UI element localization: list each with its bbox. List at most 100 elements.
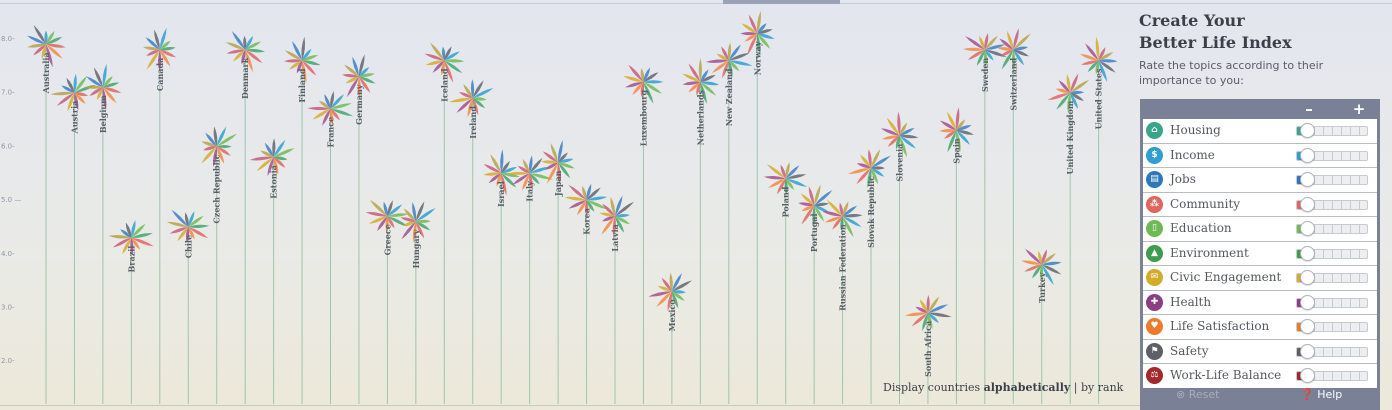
flower-petal	[768, 178, 786, 189]
country-flower[interactable]: Brazil	[108, 220, 154, 404]
country-flower[interactable]: Japan	[541, 139, 576, 404]
country-flower[interactable]: Sweden	[962, 33, 1007, 404]
country-label: Turkey	[1037, 272, 1047, 303]
country-flower[interactable]: United States	[1079, 36, 1118, 404]
flower-petal	[1087, 60, 1099, 73]
flower-petal	[1006, 30, 1014, 50]
topic-slider-handle[interactable]	[1299, 368, 1315, 383]
sort-by-rank-link[interactable]: by rank	[1081, 381, 1124, 394]
country-flower[interactable]: Slovak Republic	[847, 148, 891, 404]
scale-icon: ⚖	[1146, 367, 1163, 384]
flower-petal	[401, 221, 416, 240]
flower-petal	[302, 60, 321, 66]
country-flower[interactable]: Chile	[166, 209, 210, 404]
topic-slider-handle[interactable]	[1299, 270, 1315, 285]
flower-petal	[757, 29, 773, 34]
flower-petal	[1070, 92, 1079, 109]
flower-petal	[44, 30, 48, 45]
flower-petal	[131, 233, 153, 238]
flower-petal	[648, 291, 672, 297]
panel-subtitle: Rate the topics according to their impor…	[1139, 59, 1324, 87]
flower-petal	[643, 72, 659, 82]
country-flower[interactable]: South Africa	[905, 294, 952, 404]
country-label: Latvia	[610, 224, 620, 251]
country-flower[interactable]: Korea	[564, 183, 609, 404]
flower-petal	[871, 148, 881, 168]
country-flower[interactable]: Austria	[50, 73, 97, 404]
topic-slider-handle[interactable]	[1299, 319, 1315, 334]
flower-petal	[131, 237, 154, 247]
flower-petal	[517, 165, 530, 174]
flower-petal	[915, 306, 928, 313]
flower-petal	[766, 164, 786, 179]
flower-petal	[582, 185, 587, 201]
flower-petal	[46, 30, 55, 45]
flower-petal	[939, 129, 957, 133]
flower-petal	[273, 156, 288, 161]
flower-petal	[365, 212, 388, 217]
plus-button[interactable]: +	[1352, 100, 1366, 118]
flower-petal	[856, 167, 872, 185]
country-flower[interactable]: France	[307, 91, 354, 404]
country-flower[interactable]: Australia	[26, 24, 66, 404]
country-flower[interactable]: Estonia	[249, 138, 296, 404]
topic-slider-handle[interactable]	[1299, 123, 1315, 138]
flower-petal	[312, 108, 331, 120]
flower-petal	[1013, 49, 1025, 66]
country-flower[interactable]: Greece	[365, 199, 409, 404]
topic-row: ⁂ Community	[1143, 193, 1377, 217]
flower-petal	[232, 49, 246, 62]
country-flower[interactable]: Switzerland	[997, 28, 1032, 404]
flower-petal	[785, 178, 808, 187]
country-flower[interactable]: Portugal	[798, 184, 833, 404]
country-flower[interactable]: Belgium	[84, 63, 122, 404]
country-flower[interactable]: Slovenia	[880, 111, 919, 404]
flower-petal	[158, 49, 162, 72]
country-flower[interactable]: Poland	[763, 162, 808, 404]
topic-slider-handle[interactable]	[1299, 245, 1315, 261]
country-flower[interactable]: Latvia	[599, 195, 635, 404]
reset-label: Reset	[1188, 388, 1220, 401]
country-flower[interactable]: Norway	[740, 10, 775, 404]
topic-slider-handle[interactable]	[1299, 196, 1315, 212]
country-flower[interactable]: New Zealand	[705, 42, 753, 404]
country-flower[interactable]: Russian Federation	[822, 199, 863, 404]
country-label: United States	[1094, 68, 1104, 129]
country-flower[interactable]: Germany	[342, 54, 376, 404]
country-flower[interactable]: United Kingdom	[1047, 73, 1090, 404]
country-flower[interactable]: Israel	[483, 149, 520, 404]
flower-petal	[671, 272, 682, 292]
flower-chart: 8.0-7.0-6.0-5.0 —4.0-3.0-2.0- AustraliaA…	[1, 10, 1118, 404]
country-flower[interactable]: Turkey	[1021, 248, 1062, 404]
country-flower[interactable]: Ireland	[449, 79, 494, 404]
topic-slider-handle[interactable]	[1299, 221, 1315, 236]
flower-petal	[415, 219, 431, 223]
flower-petal	[1041, 253, 1056, 265]
flower-petal	[256, 157, 274, 172]
flower-petal	[201, 141, 217, 147]
topic-slider-handle[interactable]	[1299, 172, 1315, 187]
country-flower[interactable]: Finland	[284, 36, 321, 404]
country-flower[interactable]: Iceland	[424, 41, 465, 404]
reset-button[interactable]: ⊗ Reset	[1176, 388, 1219, 401]
country-flower[interactable]: Mexico	[648, 272, 693, 404]
topic-slider-handle[interactable]	[1299, 294, 1315, 310]
country-flower[interactable]: Netherlands	[682, 57, 720, 404]
country-flower[interactable]: Denmark	[225, 30, 266, 404]
flower-petal	[661, 277, 672, 292]
help-button[interactable]: ❓ Help	[1300, 388, 1342, 401]
country-flower[interactable]: Spain	[939, 107, 974, 404]
topic-row: ✉ Civic Engagement	[1143, 266, 1377, 291]
flower-petal	[1012, 49, 1016, 71]
topic-slider-handle[interactable]	[1299, 343, 1315, 359]
country-flower[interactable]: Canada	[143, 27, 177, 404]
topic-slider-handle[interactable]	[1299, 147, 1315, 163]
flower-petal	[558, 158, 574, 163]
minus-button[interactable]: –	[1305, 100, 1313, 118]
country-flower[interactable]: Luxembourg	[623, 64, 664, 404]
country-flower[interactable]: Italy	[506, 155, 554, 404]
country-flower[interactable]: Hungary	[400, 201, 437, 404]
active-tab-indicator[interactable]	[723, 0, 840, 4]
country-flower[interactable]: Czech Republic	[200, 126, 238, 404]
sort-alphabetically-link[interactable]: alphabetically	[983, 381, 1071, 394]
